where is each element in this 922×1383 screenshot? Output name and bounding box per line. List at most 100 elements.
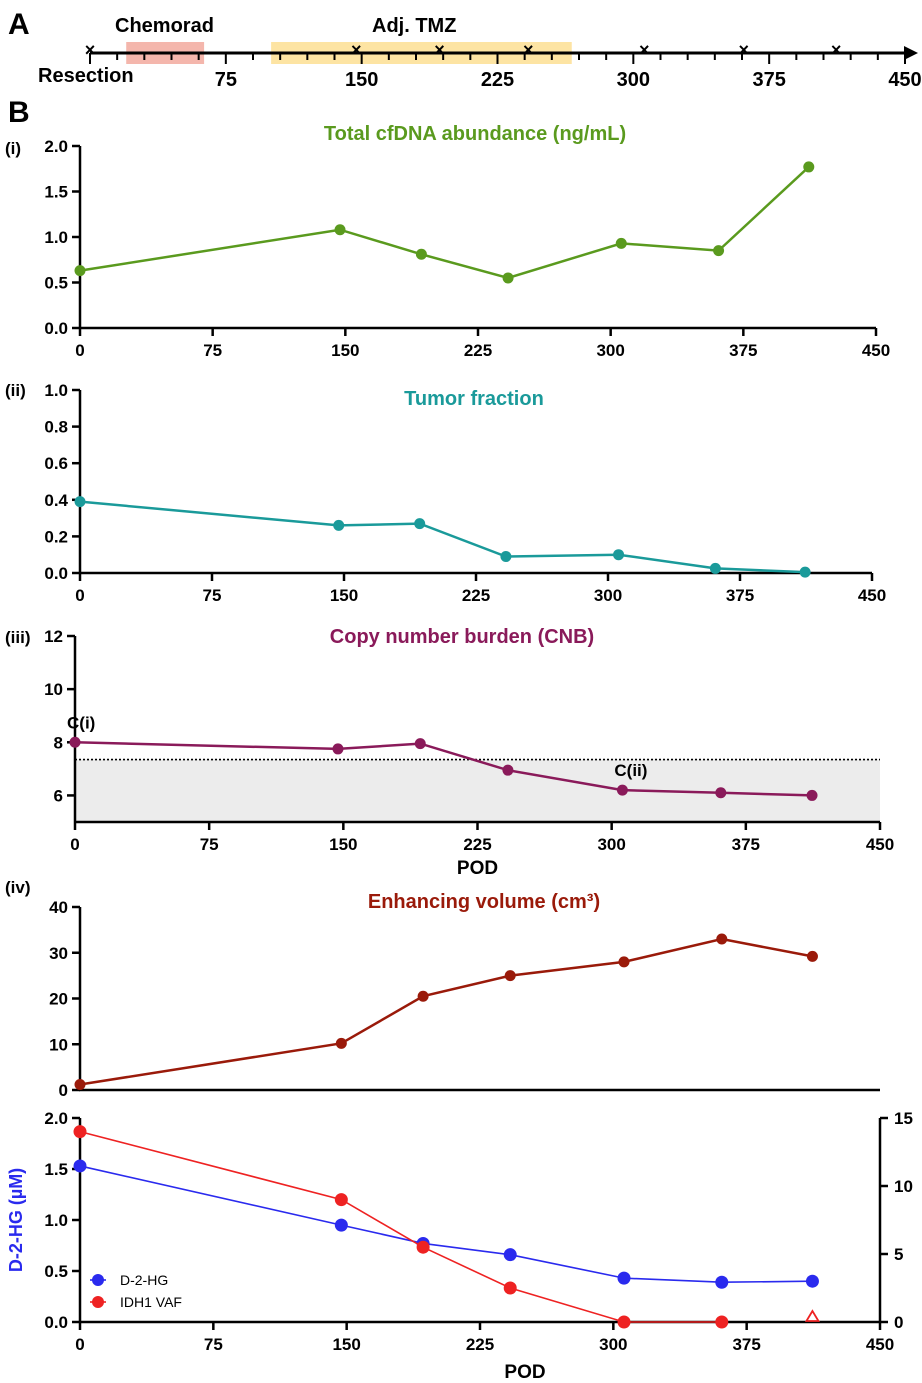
timeline-tick-labels: 75 150 225 300 375 450 xyxy=(215,69,922,91)
timeline-sample-mark: × xyxy=(85,40,96,60)
data-point xyxy=(415,248,427,260)
legend-label: IDH1 VAF xyxy=(120,1294,182,1310)
x-tick-label: 0 xyxy=(75,341,84,360)
data-point xyxy=(500,551,512,563)
y-tick-label-left: 1.5 xyxy=(44,1160,68,1179)
data-point xyxy=(335,1037,347,1049)
chart-title: Total cfDNA abundance (ng/mL) xyxy=(324,123,626,145)
series-line xyxy=(79,166,810,280)
timeline-sample-mark: × xyxy=(639,40,650,60)
series-line xyxy=(79,1130,722,1323)
tumor-fraction-chart: 0 75 150 225 300 375 450 0.0 0.2 0.4 0.6 0.8 1.0 (ii)… xyxy=(5,381,886,605)
data-point xyxy=(502,764,514,776)
y-tick-label: 1.0 xyxy=(44,228,68,247)
y-tick-label-left: 1.0 xyxy=(44,1211,68,1230)
data-point xyxy=(74,496,86,508)
series-line xyxy=(79,937,813,1086)
y-tick-label: 30 xyxy=(49,944,68,963)
data-point xyxy=(616,784,628,796)
d2hg-chart: 0 75 150 225 300 375 450 0.0 0.5 1.0 1.5 2.0 0 5 10 15 D… xyxy=(6,1109,913,1383)
data-point xyxy=(615,237,627,249)
data-point xyxy=(715,787,727,799)
y-tick-label-left: 2.0 xyxy=(44,1109,68,1128)
data-point xyxy=(617,1271,631,1285)
data-point xyxy=(715,1275,729,1289)
timeline-minor-ticks xyxy=(89,53,906,64)
timeline-sample-marks: × × × × × × × xyxy=(85,40,842,60)
data-point xyxy=(617,1315,631,1329)
x-tick-label: 300 xyxy=(599,1335,627,1354)
panel-sublabel: (iv) xyxy=(5,878,31,897)
data-point xyxy=(805,1274,819,1288)
x-tick-label: 150 xyxy=(329,835,357,854)
x-tick-label: 450 xyxy=(858,586,886,605)
data-point xyxy=(503,1281,517,1295)
chart-title: Copy number burden (CNB) xyxy=(330,626,594,648)
data-point xyxy=(504,970,516,982)
series-line xyxy=(79,500,806,574)
x-tick-label: 150 xyxy=(332,1335,360,1354)
y-tick-label-right: 10 xyxy=(894,1177,913,1196)
data-point xyxy=(806,950,818,962)
timeline-tick-label: 225 xyxy=(481,69,514,91)
x-axis-label: POD xyxy=(504,1362,545,1383)
data-point xyxy=(334,224,346,236)
data-point xyxy=(74,265,86,277)
data-point xyxy=(332,743,344,755)
y-tick-label: 0.4 xyxy=(44,491,68,510)
y-tick-label-right: 15 xyxy=(894,1109,913,1128)
x-tick-label: 225 xyxy=(463,835,491,854)
y-tick-label: 10 xyxy=(49,1035,68,1054)
panel-sublabel: (i) xyxy=(5,139,21,158)
point-label: C(ii) xyxy=(614,761,647,780)
data-point xyxy=(334,1218,348,1232)
chemorad-label: Chemorad xyxy=(115,15,214,37)
y-tick-label: 0.0 xyxy=(44,319,68,338)
timeline-sample-mark: × xyxy=(523,40,534,60)
cfdna-chart: 0 75 150 225 300 375 450 0.0 0.5 1.0 1.5 2.0 (i) Tota… xyxy=(5,123,890,360)
timeline-sample-mark: × xyxy=(351,40,362,60)
x-tick-label: 450 xyxy=(866,1335,894,1354)
data-point xyxy=(803,161,815,173)
data-point xyxy=(613,549,625,561)
legend-marker xyxy=(92,1296,104,1308)
y-tick-label: 40 xyxy=(49,898,68,917)
data-point xyxy=(709,562,721,574)
treatment-timeline: Chemorad Adj. TMZ × × × × × × × Resection 75 15… xyxy=(38,15,922,91)
x-tick-label: 150 xyxy=(331,341,359,360)
y-tick-label: 0.5 xyxy=(44,274,68,293)
timeline-sample-mark: × xyxy=(434,40,445,60)
chart-title: Enhancing volume (cm³) xyxy=(368,891,600,913)
enhancing-volume-chart: 0 10 20 30 40 (iv) Enhancing volume (cm³) xyxy=(5,878,880,1100)
x-tick-label: 375 xyxy=(732,835,760,854)
timeline-tick-label: 375 xyxy=(752,69,785,91)
y-tick-label: 0.2 xyxy=(44,527,68,546)
cnb-baseline-region xyxy=(75,759,880,822)
cnb-chart: 0 75 150 225 300 375 450 6 8 10 12 (iii) Copy number… xyxy=(5,626,894,879)
open-triangle-point xyxy=(804,1309,821,1322)
x-tick-label: 225 xyxy=(466,1335,494,1354)
data-point xyxy=(334,1193,348,1207)
x-tick-label: 300 xyxy=(594,586,622,605)
timeline-sample-mark: × xyxy=(831,40,842,60)
timeline-sample-mark: × xyxy=(739,40,750,60)
legend-marker xyxy=(92,1274,104,1286)
data-point xyxy=(713,245,725,257)
y-tick-label-left: 0.5 xyxy=(44,1262,68,1281)
data-point xyxy=(333,519,345,531)
data-point xyxy=(417,990,429,1002)
y-tick-label: 0 xyxy=(59,1081,68,1100)
resection-label: Resection xyxy=(38,65,134,87)
timeline-tick-label: 150 xyxy=(345,69,378,91)
x-tick-label: 225 xyxy=(462,586,490,605)
y-tick-label: 1.5 xyxy=(44,183,68,202)
x-axis-label: POD xyxy=(457,858,498,879)
y-tick-label: 2.0 xyxy=(44,137,68,156)
y-tick-label: 20 xyxy=(49,990,68,1009)
series-line xyxy=(79,1165,813,1284)
data-point xyxy=(716,933,728,945)
x-tick-label: 300 xyxy=(596,341,624,360)
y-tick-label: 0.8 xyxy=(44,418,68,437)
point-label: C(i) xyxy=(67,713,95,732)
x-tick-label: 0 xyxy=(70,835,79,854)
